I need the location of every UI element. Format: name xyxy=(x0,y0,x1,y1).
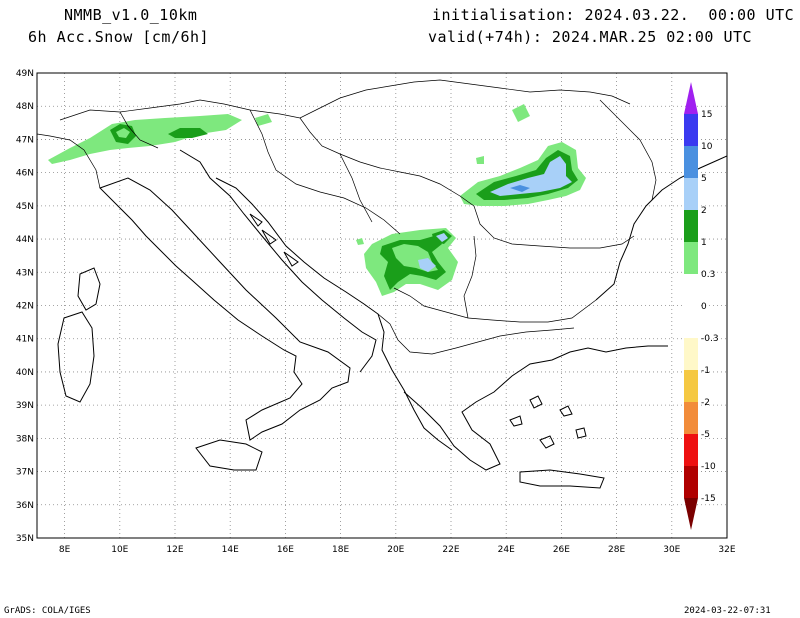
lat-label: 35N xyxy=(16,534,34,544)
lon-label: 22E xyxy=(442,545,459,555)
legend-swatch xyxy=(684,402,698,434)
legend-label: -15 xyxy=(701,494,716,504)
legend-label: -1 xyxy=(701,366,710,376)
lat-label: 46N xyxy=(16,169,34,179)
lon-label: 10E xyxy=(111,545,128,555)
legend-label: 10 xyxy=(701,142,713,152)
map-frame xyxy=(36,72,728,539)
legend-label: 5 xyxy=(701,174,707,184)
legend-label: 0.3 xyxy=(701,270,715,280)
longitude-labels: 8E 10E 12E 14E 16E 18E 20E 22E 24E 26E 28E 30E 32E xyxy=(59,545,736,555)
lat-label: 39N xyxy=(16,401,34,411)
legend-swatch xyxy=(684,466,698,498)
lat-label: 42N xyxy=(16,302,34,312)
legend-label: -2 xyxy=(701,398,710,408)
valid-time: valid(+74h): 2024.MAR.25 02:00 UTC xyxy=(428,28,753,46)
coastlines xyxy=(57,149,727,489)
legend-label: 2 xyxy=(701,206,707,216)
latitude-labels: 49N 48N 47N 46N 45N 44N 43N 42N 41N 40N 39N 38N 37N 3… xyxy=(16,69,34,544)
lon-label: 16E xyxy=(277,545,294,555)
lat-label: 38N xyxy=(16,434,34,444)
lon-label: 14E xyxy=(222,545,239,555)
lon-label: 26E xyxy=(553,545,570,555)
lon-label: 20E xyxy=(387,545,404,555)
legend-arrow-top xyxy=(684,82,698,114)
legend-swatch xyxy=(684,114,698,146)
lon-label: 8E xyxy=(59,545,71,555)
legend-swatch xyxy=(684,338,698,370)
field-name: 6h Acc.Snow [cm/6h] xyxy=(28,28,210,46)
lon-label: 30E xyxy=(663,545,680,555)
colorbar-legend: 15 10 5 2 1 0.3 0 -0.3 -1 -2 -5 -10 -15 xyxy=(684,82,719,530)
lon-label: 18E xyxy=(332,545,349,555)
legend-label: -10 xyxy=(701,462,716,472)
lon-label: 12E xyxy=(166,545,183,555)
lon-label: 28E xyxy=(608,545,625,555)
country-borders xyxy=(37,79,657,355)
legend-swatch xyxy=(684,242,698,274)
render-timestamp: 2024-03-22-07:31 xyxy=(684,606,771,616)
legend-arrow-bottom xyxy=(684,498,698,530)
legend-label: -5 xyxy=(701,430,710,440)
legend-swatch xyxy=(684,370,698,402)
init-time: initialisation: 2024.03.22. 00:00 UTC xyxy=(432,6,795,24)
legend-swatch xyxy=(684,178,698,210)
lat-label: 48N xyxy=(16,102,34,112)
model-name: NMMB_v1.0_10km xyxy=(64,6,198,24)
lat-label: 47N xyxy=(16,135,34,145)
snow-fields xyxy=(48,104,586,296)
grads-credit: GrADS: COLA/IGES xyxy=(4,606,91,616)
snow-area-alps xyxy=(48,114,242,164)
legend-swatch xyxy=(684,274,698,306)
legend-swatch xyxy=(684,434,698,466)
lon-label: 32E xyxy=(718,545,735,555)
lat-label: 43N xyxy=(16,268,34,278)
legend-swatch xyxy=(684,210,698,242)
legend-label: 15 xyxy=(701,110,712,120)
lat-label: 37N xyxy=(16,468,34,478)
lat-label: 44N xyxy=(16,235,34,245)
legend-swatch xyxy=(684,146,698,178)
legend-label: 0 xyxy=(701,302,707,312)
lat-label: 45N xyxy=(16,202,34,212)
legend-label: 1 xyxy=(701,238,707,248)
lon-label: 24E xyxy=(498,545,515,555)
lat-label: 49N xyxy=(16,69,34,79)
lat-label: 41N xyxy=(16,335,34,345)
legend-swatch xyxy=(684,306,698,338)
legend-label: -0.3 xyxy=(701,334,719,344)
lat-label: 36N xyxy=(16,501,34,511)
lat-label: 40N xyxy=(16,368,34,378)
